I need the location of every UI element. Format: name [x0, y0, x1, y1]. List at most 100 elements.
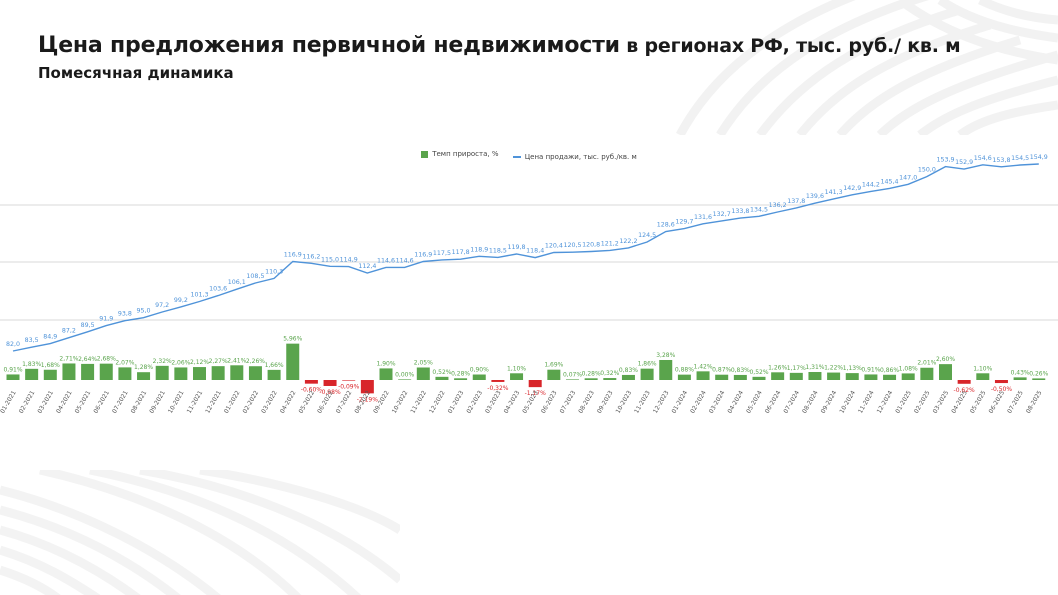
x-axis-tick-label: 06-2024: [764, 389, 783, 414]
line-value-label: 144,2: [862, 181, 880, 188]
line-value-label: 108,5: [246, 273, 264, 280]
growth-bar: [342, 380, 356, 381]
growth-bar: [827, 372, 841, 380]
x-axis-tick-label: 04-2021: [55, 389, 74, 414]
bar-value-label: 2,01%: [917, 360, 936, 367]
growth-bar: [1032, 378, 1046, 380]
line-value-label: 150,0: [918, 167, 936, 174]
growth-bar: [99, 363, 113, 380]
line-value-label: 120,5: [563, 242, 581, 249]
x-axis-tick-label: 12-2023: [652, 389, 671, 414]
line-value-label: 117,5: [433, 250, 451, 257]
line-value-label: 118,9: [470, 246, 488, 253]
line-value-label: 116,2: [302, 253, 320, 260]
decorative-stripes-bottom: [0, 470, 400, 595]
growth-bar: [416, 367, 430, 380]
bar-value-label: 2,71%: [59, 355, 78, 362]
line-value-label: 87,2: [62, 328, 76, 335]
growth-bar: [659, 359, 673, 380]
growth-bar: [137, 372, 151, 380]
line-swatch-icon: [512, 155, 521, 158]
growth-bar: [901, 373, 915, 380]
growth-bar: [920, 367, 934, 380]
line-value-label: 121,2: [601, 240, 619, 247]
x-axis-tick-label: 11-2022: [409, 389, 428, 414]
growth-bar: [472, 374, 486, 380]
bar-value-label: 1,10%: [507, 365, 526, 372]
growth-bar: [677, 374, 691, 380]
bar-value-label: -2,19%: [357, 396, 379, 403]
x-axis-tick-label: 10-2021: [167, 389, 186, 414]
bar-value-label: 2,05%: [414, 359, 433, 366]
line-value-label: 139,6: [806, 193, 824, 200]
line-value-label: 93,8: [118, 311, 132, 318]
bar-value-label: 1,13%: [843, 365, 862, 372]
x-axis-tick-label: 07-2021: [111, 389, 130, 414]
growth-bar: [267, 369, 281, 380]
bar-value-label: 1,69%: [544, 362, 563, 369]
line-value-label: 124,5: [638, 232, 656, 239]
line-value-label: 120,8: [582, 241, 600, 248]
growth-bar: [640, 368, 654, 380]
line-value-label: 89,5: [81, 322, 95, 329]
growth-bar: [81, 363, 95, 380]
x-axis-tick-label: 09-2024: [820, 389, 839, 414]
bar-value-label: 2,12%: [190, 359, 209, 366]
x-axis-tick-label: 08-2025: [1025, 389, 1044, 414]
line-value-label: 117,8: [452, 249, 470, 256]
x-axis-tick-label: 02-2024: [689, 389, 708, 414]
growth-bar: [155, 365, 169, 380]
bar-value-label: -0,09%: [338, 384, 360, 391]
line-value-label: 128,6: [657, 221, 675, 228]
line-value-label: 82,0: [6, 341, 20, 348]
x-axis-tick-label: 07-2023: [559, 389, 578, 414]
bar-value-label: 1,26%: [768, 364, 787, 371]
line-value-label: 91,9: [99, 316, 113, 323]
line-value-label: 120,4: [545, 242, 563, 249]
line-value-label: 132,7: [713, 211, 731, 218]
line-value-label: 133,8: [731, 208, 749, 215]
x-axis-tick-label: 07-2024: [782, 389, 801, 414]
growth-bar: [883, 374, 897, 380]
growth-bar: [566, 379, 579, 380]
line-value-label: 118,5: [489, 247, 507, 254]
growth-bar: [603, 378, 617, 380]
bar-value-label: 1,83%: [22, 361, 41, 368]
bar-value-label: 3,28%: [656, 352, 675, 359]
growth-bar: [547, 369, 561, 380]
line-value-label: 116,9: [414, 251, 432, 258]
growth-bar: [193, 367, 206, 380]
line-value-label: 112,4: [358, 263, 376, 270]
line-value-label: 114,6: [396, 257, 414, 264]
growth-bar: [528, 380, 542, 388]
bar-value-label: 0,43%: [1011, 369, 1030, 376]
growth-bar: [696, 371, 710, 380]
x-axis-tick-label: 01-2025: [894, 389, 913, 414]
bar-value-label: 0,88%: [675, 367, 694, 374]
growth-bar: [1013, 377, 1027, 380]
line-value-label: 83,5: [25, 337, 39, 344]
bar-value-label: 0,32%: [600, 370, 619, 377]
line-value-label: 134,5: [750, 206, 768, 213]
x-axis-tick-label: 04-2024: [726, 389, 745, 414]
growth-bar: [248, 366, 262, 380]
x-axis-tick-label: 08-2024: [801, 389, 820, 414]
title-main: Цена предложения первичной недвижимости: [38, 33, 620, 58]
line-value-label: 116,9: [284, 251, 302, 258]
x-axis-tick-label: 01-2022: [223, 389, 242, 414]
bar-value-label: 1,28%: [134, 364, 153, 371]
bar-value-label: -0,62%: [954, 387, 976, 394]
line-value-label: 142,9: [843, 185, 861, 192]
slide-subtitle: Помесячная динамика: [38, 64, 234, 82]
bar-value-label: 0,87%: [712, 367, 731, 374]
growth-bar: [510, 373, 524, 380]
bar-value-label: 2,60%: [936, 356, 955, 363]
growth-bar: [808, 372, 822, 380]
growth-bar: [864, 374, 878, 380]
line-value-label: 118,4: [526, 248, 544, 255]
growth-bar: [994, 380, 1008, 384]
line-value-label: 122,2: [619, 238, 637, 245]
bar-value-label: 1,68%: [41, 362, 60, 369]
line-value-label: 95,0: [137, 308, 151, 315]
growth-bar: [621, 374, 635, 380]
